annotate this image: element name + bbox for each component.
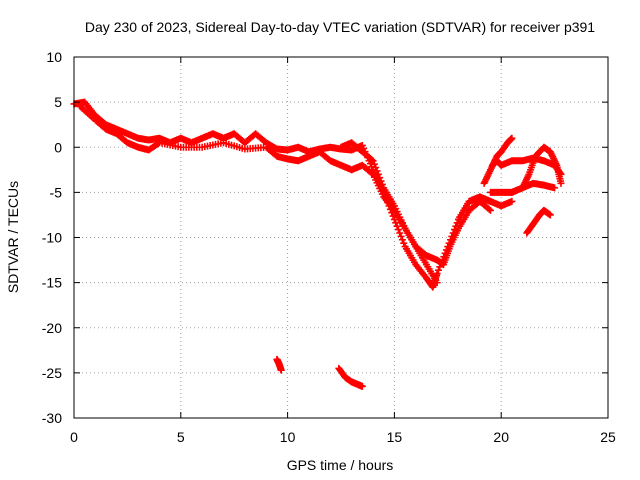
data-point xyxy=(487,206,495,214)
series-late-trace-4 xyxy=(454,193,516,223)
series-main-trace-a xyxy=(70,98,495,291)
y-tick-label: -5 xyxy=(50,184,63,200)
data-point xyxy=(393,222,401,230)
data-point xyxy=(557,179,565,187)
series-low-segment-2 xyxy=(335,364,366,390)
chart-title: Day 230 of 2023, Sidereal Day-to-day VTE… xyxy=(85,19,595,35)
data-point xyxy=(398,236,406,244)
data-point xyxy=(392,219,400,227)
x-axis-label: GPS time / hours xyxy=(287,457,394,473)
y-axis-label: SDTVAR / TECUs xyxy=(5,181,21,293)
data-point xyxy=(508,197,516,205)
data-points xyxy=(70,98,565,390)
data-point xyxy=(397,232,405,240)
y-tick-label: -25 xyxy=(42,365,62,381)
data-point xyxy=(369,157,377,165)
y-tick-label: -15 xyxy=(42,275,62,291)
x-tick-label: 25 xyxy=(600,429,616,445)
grid xyxy=(74,57,608,418)
data-point xyxy=(377,177,385,185)
data-point xyxy=(373,167,381,175)
data-point xyxy=(546,211,554,219)
data-point xyxy=(372,164,380,172)
data-point xyxy=(376,174,384,182)
y-tick-label: -10 xyxy=(42,230,62,246)
data-point xyxy=(485,205,493,213)
data-point xyxy=(551,184,559,192)
y-tick-label: -30 xyxy=(42,410,62,426)
data-point xyxy=(434,266,442,274)
data-point xyxy=(378,180,386,188)
series-late-trace-5 xyxy=(508,179,559,196)
x-tick-label: 10 xyxy=(280,429,296,445)
data-point xyxy=(508,134,516,142)
y-tick-label: 10 xyxy=(46,49,62,65)
data-point xyxy=(358,382,366,390)
series-late-trace-6 xyxy=(523,206,554,237)
data-point xyxy=(370,160,378,168)
x-tick-label: 15 xyxy=(387,429,403,445)
y-tick-label: 0 xyxy=(54,139,62,155)
data-point xyxy=(368,156,376,164)
series-main-trace-b xyxy=(76,103,441,287)
y-tick-label: -20 xyxy=(42,320,62,336)
data-point xyxy=(394,226,402,234)
data-point xyxy=(368,169,376,177)
x-tick-label: 5 xyxy=(177,429,185,445)
data-point xyxy=(400,239,408,247)
series-low-segment-1 xyxy=(273,355,285,374)
x-tick-label: 20 xyxy=(493,429,509,445)
series-main-trace-c xyxy=(337,139,495,269)
y-tick-label: 5 xyxy=(54,94,62,110)
series-late-trace-2 xyxy=(480,134,516,187)
data-point xyxy=(396,229,404,237)
data-point xyxy=(277,366,285,374)
x-tick-label: 0 xyxy=(70,429,78,445)
data-point xyxy=(374,170,382,178)
axis-ticks: 0 5 10 15 20 25 10 5 0 -5 -10 -15 -20 -25 -30 xyxy=(42,49,616,445)
data-point xyxy=(433,279,441,287)
